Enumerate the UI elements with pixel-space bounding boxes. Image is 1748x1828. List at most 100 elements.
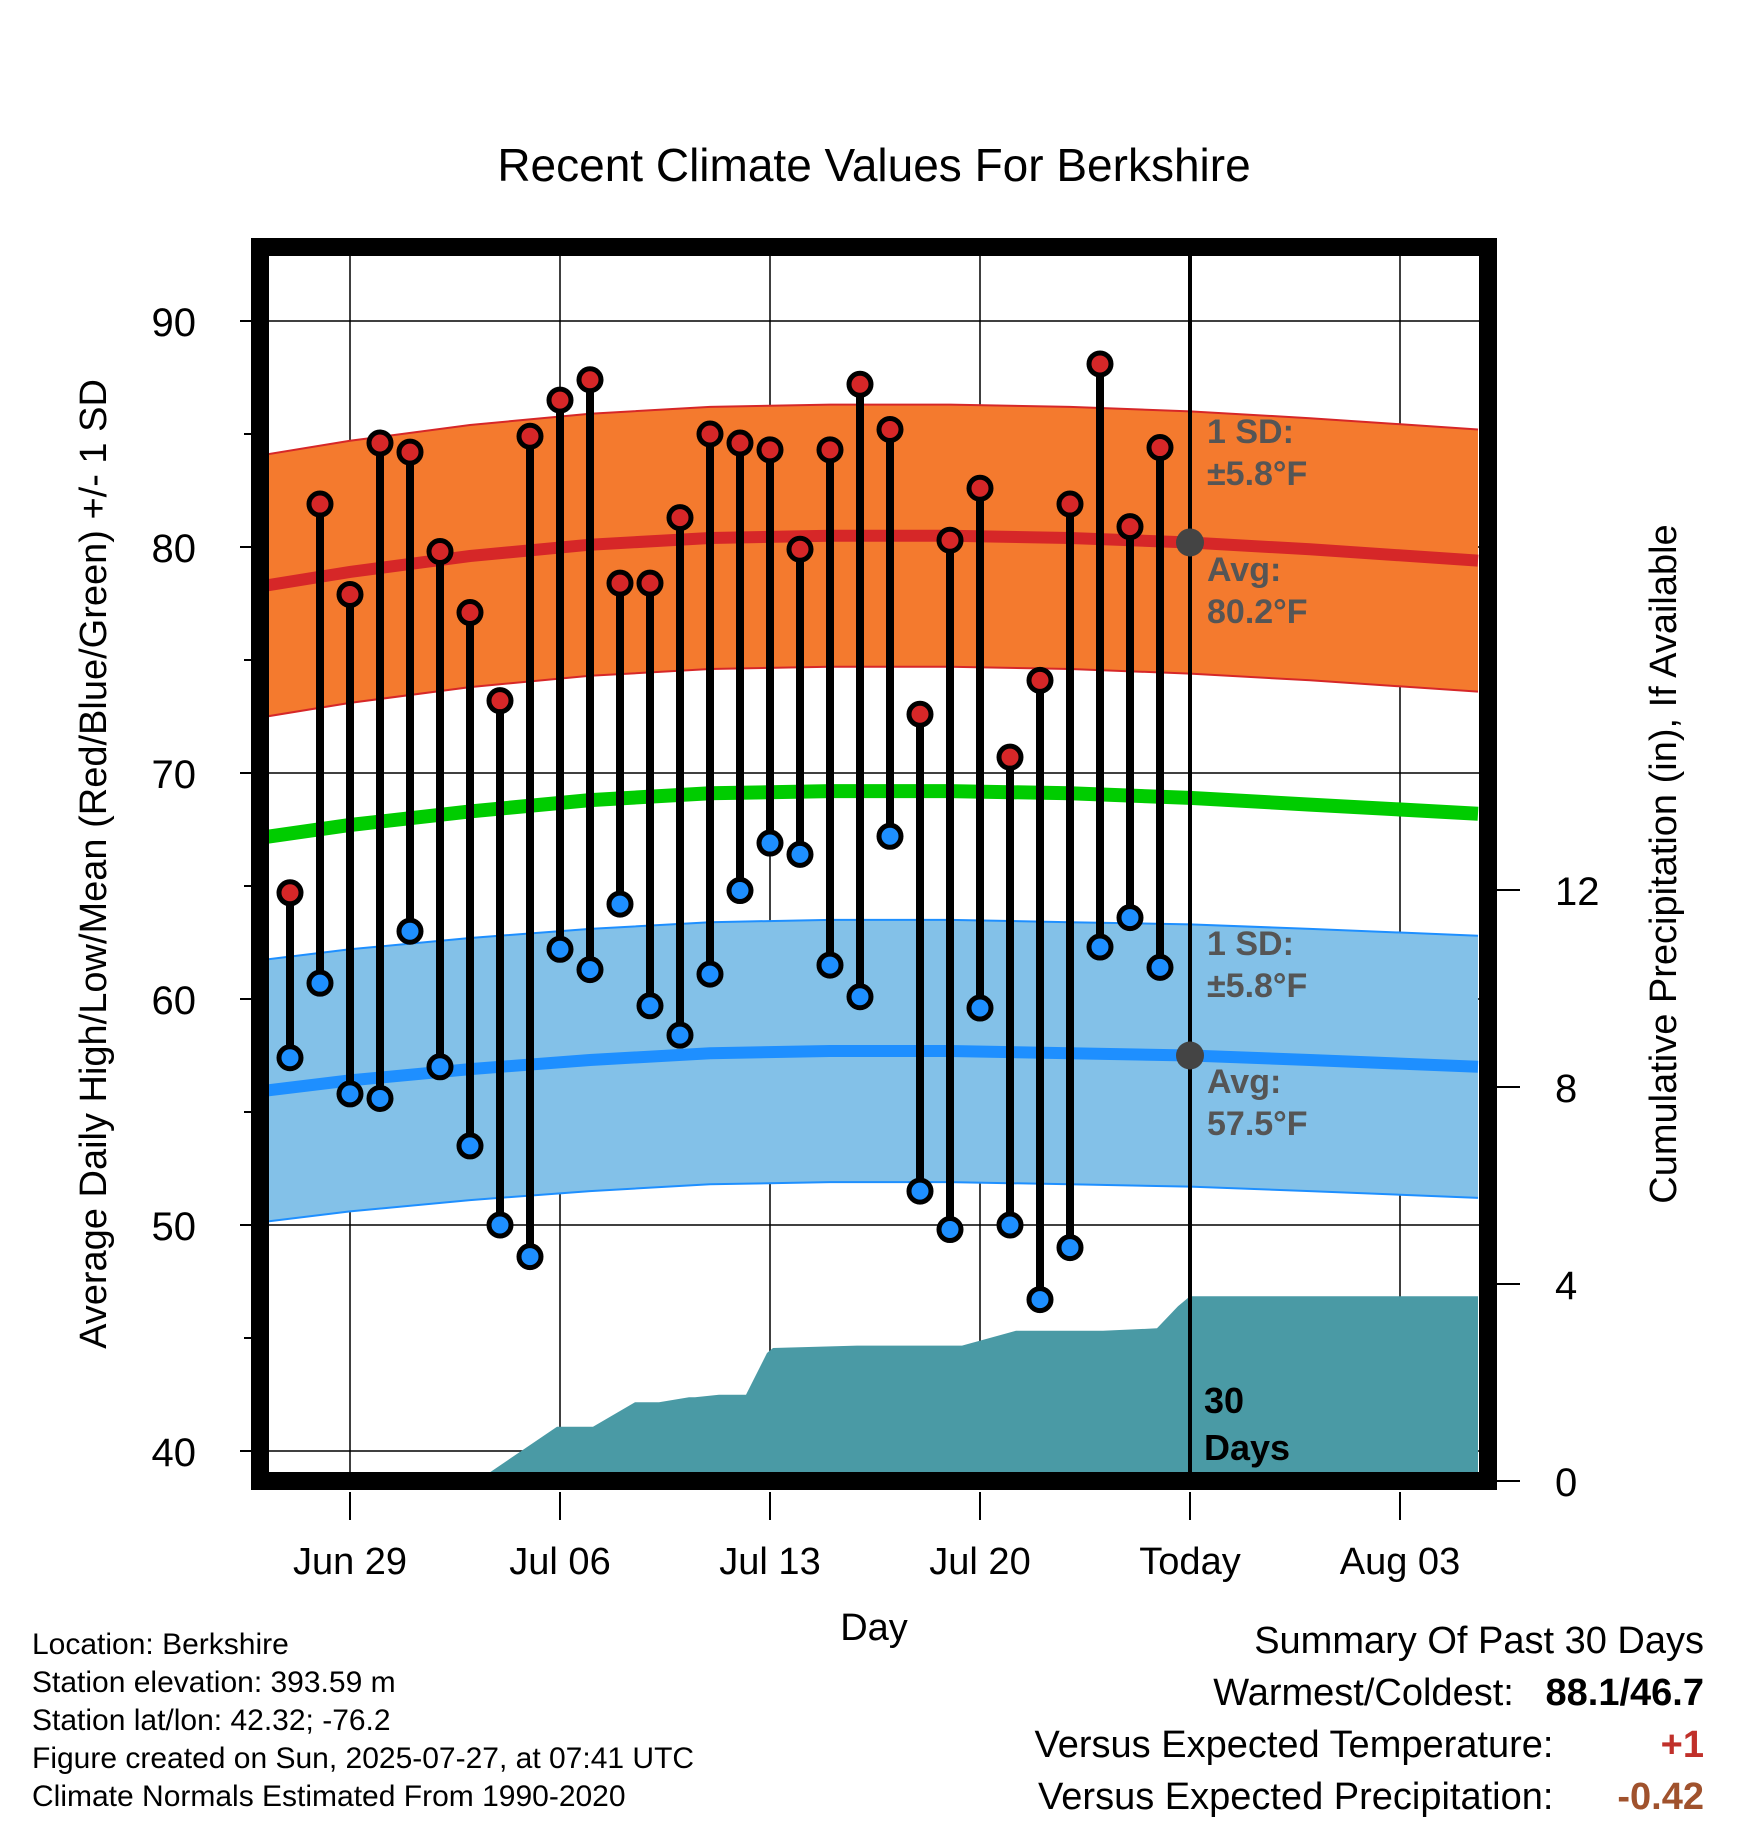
y2-tick-label: 12 bbox=[1555, 870, 1600, 914]
high-point bbox=[516, 422, 544, 450]
low-point bbox=[726, 877, 754, 905]
summary-warm-cold-value: 88.1/46.7 bbox=[1545, 1672, 1704, 1714]
annotation-low-sd-line1: 1 SD: bbox=[1207, 925, 1294, 963]
high-point bbox=[1056, 490, 1084, 518]
low-point bbox=[756, 829, 784, 857]
today-low-normal-marker bbox=[1176, 1041, 1204, 1070]
summary-block: Summary Of Past 30 Days Warmest/Coldest:… bbox=[1035, 1620, 1704, 1828]
low-point bbox=[426, 1053, 454, 1081]
low-point bbox=[786, 840, 814, 868]
summary-title: Summary Of Past 30 Days bbox=[1254, 1620, 1704, 1662]
high-point bbox=[606, 569, 634, 597]
high-point bbox=[876, 415, 904, 443]
annotation-high-sd-line1: 1 SD: bbox=[1207, 413, 1294, 451]
low-point bbox=[906, 1177, 934, 1205]
x-tick-label: Aug 03 bbox=[1340, 1541, 1460, 1583]
y2-tick-label: 4 bbox=[1555, 1264, 1577, 1308]
low-point bbox=[306, 969, 334, 997]
low-point bbox=[936, 1216, 964, 1244]
annotation-low-avg-line1: Avg: bbox=[1207, 1063, 1281, 1101]
y2-tick-label: 8 bbox=[1555, 1067, 1577, 1111]
y-axis-label: Average Daily High/Low/Mean (Red/Blue/Gr… bbox=[73, 379, 115, 1349]
y-tick-label: 40 bbox=[152, 1431, 197, 1475]
plot-frame bbox=[251, 238, 1497, 1490]
y-tick-label: 50 bbox=[152, 1205, 197, 1249]
y-tick-label: 90 bbox=[152, 301, 197, 345]
low-point bbox=[456, 1132, 484, 1160]
x-tick-label: Jul 13 bbox=[719, 1541, 820, 1583]
low-point bbox=[816, 951, 844, 979]
x-tick-label: Jun 29 bbox=[293, 1541, 407, 1583]
high-point bbox=[756, 436, 784, 464]
summary-warm-cold-row: Warmest/Coldest: 88.1/46.7 bbox=[1035, 1672, 1704, 1724]
y2-axis-label: Cumulative Precipitation (in), If Availa… bbox=[1643, 524, 1685, 1203]
high-point bbox=[366, 429, 394, 457]
low-point bbox=[1146, 953, 1174, 981]
annotation-high-avg-line1: Avg: bbox=[1207, 551, 1281, 589]
annotation-days-count: 30 bbox=[1204, 1380, 1244, 1421]
high-band-upper-edge bbox=[260, 403, 1479, 457]
high-point bbox=[966, 474, 994, 502]
low-point bbox=[966, 994, 994, 1022]
low-point bbox=[396, 917, 424, 945]
high-point bbox=[696, 420, 724, 448]
high-point bbox=[1086, 350, 1114, 378]
high-sd-band bbox=[260, 404, 1478, 718]
x-tick-label: Jul 06 bbox=[509, 1541, 610, 1583]
info-elevation: Station elevation: 393.59 m bbox=[32, 1666, 396, 1699]
summary-temp-label: Versus Expected Temperature: bbox=[1034, 1724, 1554, 1766]
high-point bbox=[396, 438, 424, 466]
high-point bbox=[936, 526, 964, 554]
low-point bbox=[336, 1080, 364, 1108]
x-tick-label: Jul 20 bbox=[929, 1541, 1030, 1583]
high-point bbox=[636, 569, 664, 597]
low-point bbox=[1116, 904, 1144, 932]
x-axis-label: Day bbox=[840, 1607, 908, 1649]
annotation-high-sd-line2: ±5.8°F bbox=[1207, 455, 1307, 493]
info-location: Location: Berkshire bbox=[32, 1628, 289, 1661]
low-sd-band bbox=[260, 919, 1478, 1223]
low-point bbox=[546, 935, 574, 963]
low-point bbox=[276, 1044, 304, 1072]
summary-temp-row: Versus Expected Temperature: +1 bbox=[1035, 1724, 1704, 1776]
low-point bbox=[696, 960, 724, 988]
summary-precip-label: Versus Expected Precipitation: bbox=[1038, 1776, 1554, 1818]
low-point bbox=[606, 890, 634, 918]
info-normals: Climate Normals Estimated From 1990-2020 bbox=[32, 1780, 626, 1813]
y-tick-label: 80 bbox=[152, 527, 197, 571]
y-tick-label: 70 bbox=[152, 753, 197, 797]
high-point bbox=[426, 538, 454, 566]
today-high-normal-marker bbox=[1176, 528, 1204, 557]
low-point bbox=[996, 1211, 1024, 1239]
high-point bbox=[726, 429, 754, 457]
high-point bbox=[1116, 513, 1144, 541]
high-point bbox=[1026, 666, 1054, 694]
low-point bbox=[1026, 1286, 1054, 1314]
chart-title: Recent Climate Values For Berkshire bbox=[497, 139, 1250, 191]
low-point bbox=[666, 1021, 694, 1049]
high-point bbox=[306, 490, 334, 518]
info-latlon: Station lat/lon: 42.32; -76.2 bbox=[32, 1704, 391, 1737]
high-point bbox=[786, 535, 814, 563]
low-point bbox=[1056, 1234, 1084, 1262]
high-point bbox=[666, 504, 694, 532]
low-point bbox=[1086, 933, 1114, 961]
annotation-high-avg-line2: 80.2°F bbox=[1207, 593, 1308, 631]
summary-temp-value: +1 bbox=[1660, 1724, 1704, 1766]
precip-area bbox=[410, 1296, 1478, 1481]
high-point bbox=[1146, 434, 1174, 462]
high-point bbox=[906, 700, 934, 728]
low-point bbox=[486, 1211, 514, 1239]
annotation-low-avg-line2: 57.5°F bbox=[1207, 1105, 1308, 1143]
high-point bbox=[576, 366, 604, 394]
summary-precip-value: -0.42 bbox=[1617, 1776, 1704, 1818]
high-point bbox=[846, 370, 874, 398]
high-point bbox=[996, 743, 1024, 771]
info-created: Figure created on Sun, 2025-07-27, at 07… bbox=[32, 1742, 695, 1775]
y-tick-label: 60 bbox=[152, 979, 197, 1023]
low-point bbox=[876, 822, 904, 850]
annotation-low-sd-line2: ±5.8°F bbox=[1207, 967, 1307, 1005]
high-point bbox=[456, 599, 484, 627]
high-point bbox=[276, 879, 304, 907]
